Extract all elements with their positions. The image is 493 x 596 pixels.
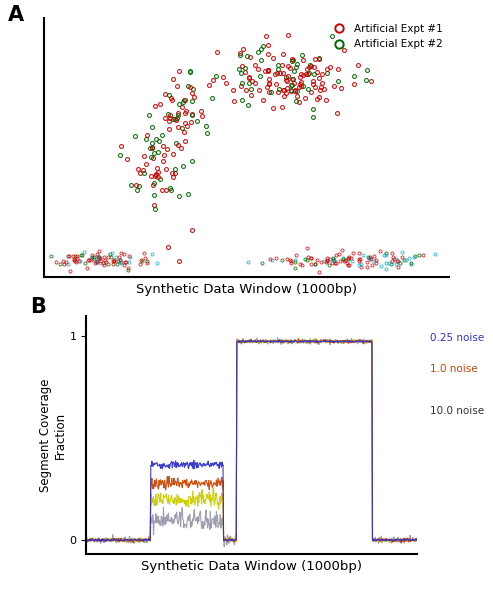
Y-axis label: Segment Coverage
Fraction: Segment Coverage Fraction xyxy=(39,378,67,492)
Text: A: A xyxy=(8,5,24,25)
X-axis label: Synthetic Data Window (1000bp): Synthetic Data Window (1000bp) xyxy=(136,283,357,296)
Text: 10.0 noise: 10.0 noise xyxy=(430,406,484,417)
Text: 1.0 noise: 1.0 noise xyxy=(430,364,477,374)
X-axis label: Synthetic Data Window (1000bp): Synthetic Data Window (1000bp) xyxy=(141,560,362,573)
Text: 0.25 noise: 0.25 noise xyxy=(430,333,484,343)
Text: B: B xyxy=(30,297,46,317)
Legend: Artificial Expt #1, Artificial Expt #2: Artificial Expt #1, Artificial Expt #2 xyxy=(327,23,443,51)
